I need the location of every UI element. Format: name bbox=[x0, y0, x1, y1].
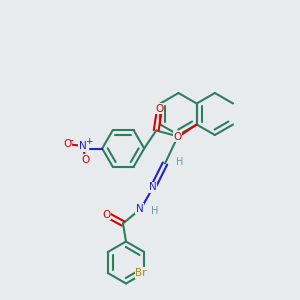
Text: O: O bbox=[173, 131, 181, 142]
Text: O: O bbox=[64, 139, 72, 149]
Text: H: H bbox=[176, 157, 184, 167]
Text: N: N bbox=[149, 182, 157, 193]
Text: +: + bbox=[85, 137, 92, 146]
Text: H: H bbox=[151, 206, 158, 216]
Text: Br: Br bbox=[135, 268, 147, 278]
Text: N: N bbox=[79, 141, 87, 151]
Text: -: - bbox=[70, 135, 74, 145]
Text: O: O bbox=[102, 209, 111, 220]
Text: O: O bbox=[155, 103, 163, 114]
Text: N: N bbox=[136, 203, 143, 214]
Text: O: O bbox=[82, 155, 90, 165]
